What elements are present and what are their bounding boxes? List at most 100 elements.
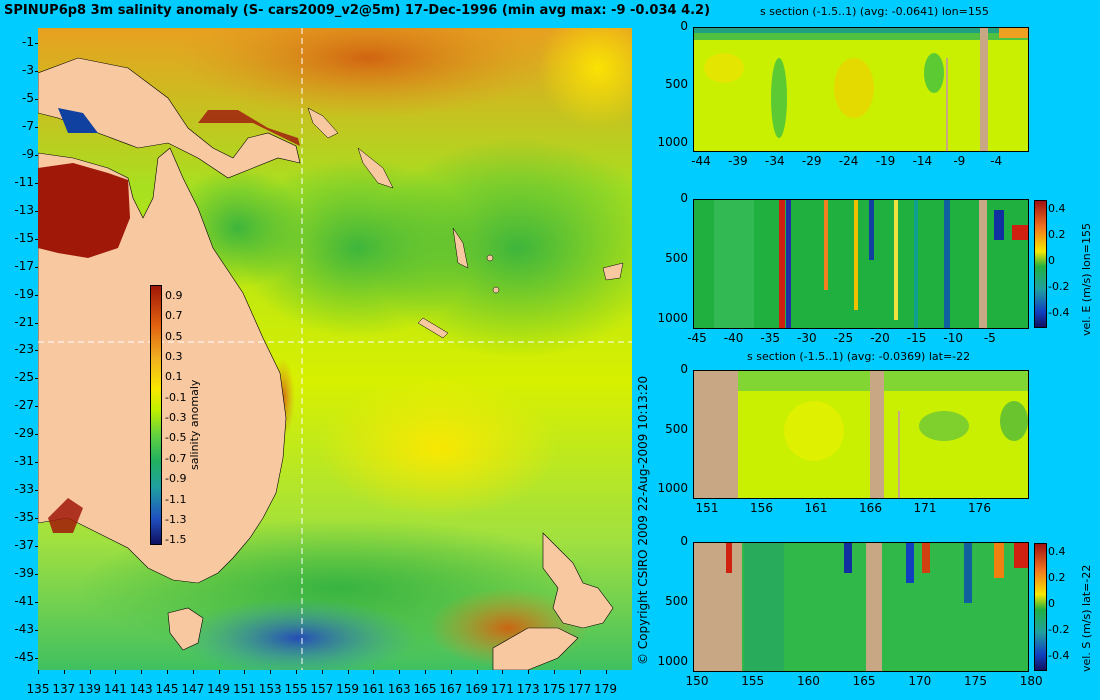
lat-tick-mark <box>35 546 38 548</box>
lon-tick-mark <box>347 670 349 674</box>
lon-tick-label: 173 <box>516 682 540 696</box>
map-colorbar-tick: -0.1 <box>165 390 187 404</box>
section-x-tick: -5 <box>983 331 996 345</box>
map-colorbar-tick: 0.9 <box>165 289 183 302</box>
section-y-tick: 0 <box>680 19 688 33</box>
map-colorbar-label: salinity anomaly <box>188 379 201 470</box>
section-x-tick: -9 <box>953 154 966 168</box>
section-x-tick: -15 <box>906 331 927 345</box>
lat-tick-label: -31 <box>14 454 34 469</box>
lon-tick-label: 157 <box>310 682 334 696</box>
lat-tick-label: -25 <box>14 370 34 385</box>
map-colorbar-tick: 0.3 <box>165 350 183 364</box>
lon-tick-label: 145 <box>155 682 179 696</box>
lat-tick-label: -23 <box>14 342 34 357</box>
map-colorbar-tick: -1.1 <box>165 492 187 506</box>
lat-tick-mark <box>35 490 38 492</box>
section-colorbar-tick: -0.2 <box>1048 623 1070 636</box>
lat-tick-mark <box>35 350 38 352</box>
lon-tick-label: 139 <box>78 682 102 696</box>
lat-tick-label: -33 <box>14 482 34 497</box>
lat-tick-mark <box>35 518 38 520</box>
lat-tick-mark <box>35 43 38 44</box>
section-y-tick: 500 <box>665 421 688 436</box>
section-y-tick: 1000 <box>657 311 688 326</box>
section-x-tick: 150 <box>685 674 709 688</box>
lon-tick-label: 151 <box>232 682 256 696</box>
lat-tick-label: -3 <box>22 62 34 77</box>
lon-tick-label: 179 <box>594 682 618 696</box>
section-x-tick: -24 <box>838 154 859 168</box>
section-x-tick: -19 <box>875 154 896 168</box>
lon-tick-mark <box>373 670 375 674</box>
section-colorbar-tick: 0.4 <box>1048 202 1066 215</box>
section-y-tick: 1000 <box>657 654 688 669</box>
map-title: SPINUP6p8 3m salinity anomaly (S- cars20… <box>4 3 711 18</box>
salinity-map <box>38 28 632 670</box>
section-4-colorbar <box>1034 543 1047 671</box>
section-x-tick: -45 <box>687 331 707 345</box>
map-colorbar-tick: 0.7 <box>165 309 183 323</box>
section-x-tick: -4 <box>990 154 1003 168</box>
lon-tick-mark <box>115 670 117 674</box>
section-x-tick: 176 <box>968 501 991 515</box>
section-colorbar-tick: 0.4 <box>1048 545 1066 558</box>
section-colorbar-tick: -0.4 <box>1048 649 1070 662</box>
lon-tick-mark <box>425 670 426 674</box>
lon-tick-mark <box>38 670 39 674</box>
section-x-tick: -20 <box>870 331 890 345</box>
lat-tick-mark <box>35 406 38 408</box>
lat-tick-mark <box>35 126 38 128</box>
section-4-colorbar-label: vel. S (m/s) lat=-22 <box>1080 564 1093 672</box>
lon-tick-mark <box>141 670 143 674</box>
lat-tick-label: -45 <box>14 649 34 664</box>
lat-tick-label: -5 <box>22 90 34 105</box>
lon-tick-label: 153 <box>258 682 282 696</box>
section-x-tick: 180 <box>1019 674 1043 688</box>
section-colorbar-tick: 0 <box>1048 597 1055 610</box>
section-1-plot <box>693 27 1029 152</box>
lon-tick-label: 161 <box>361 682 385 696</box>
lon-tick-label: 175 <box>542 682 566 696</box>
lat-tick-mark <box>35 602 38 603</box>
lon-tick-mark <box>476 670 478 674</box>
lon-tick-mark <box>244 670 246 674</box>
map-colorbar-tick: -0.9 <box>165 472 187 486</box>
lon-tick-mark <box>270 670 272 674</box>
section-2-plot <box>693 199 1029 329</box>
lat-tick-mark <box>35 462 38 464</box>
lon-tick-mark <box>450 670 452 674</box>
lon-tick-label: 171 <box>490 682 514 696</box>
section-x-tick: 151 <box>695 501 719 515</box>
lon-tick-label: 167 <box>439 682 463 696</box>
lon-tick-label: 141 <box>103 682 127 696</box>
section-y-tick: 1000 <box>657 481 688 496</box>
map-colorbar-tick: -1.5 <box>165 533 187 547</box>
lat-tick-label: -35 <box>14 510 34 525</box>
section-colorbar-tick: 0.2 <box>1048 571 1066 584</box>
section-2-colorbar-label: vel. E (m/s) lon=155 <box>1080 223 1093 336</box>
section-x-tick: -14 <box>912 154 933 168</box>
section-y-tick: 0 <box>680 191 688 205</box>
lon-tick-mark <box>167 670 168 674</box>
lon-tick-label: 159 <box>336 682 360 696</box>
copyright-text: © Copyright CSIRO 2009 22-Aug-2009 10:13… <box>636 375 650 665</box>
lon-tick-label: 149 <box>207 682 231 696</box>
section-4-canvas <box>694 543 1028 671</box>
lon-tick-label: 163 <box>387 682 411 696</box>
lon-tick-mark <box>399 670 401 674</box>
lat-tick-mark <box>35 210 38 212</box>
lon-tick-mark <box>502 670 504 674</box>
lon-tick-mark <box>192 670 194 674</box>
section-3-canvas <box>694 371 1028 498</box>
lon-tick-label: 155 <box>284 682 308 696</box>
lat-tick-label: -9 <box>22 146 34 161</box>
section-1-canvas <box>694 28 1028 151</box>
lon-tick-label: 177 <box>568 682 592 696</box>
map-colorbar-tick: 0.5 <box>165 329 183 343</box>
lon-tick-label: 147 <box>181 682 205 696</box>
map-colorbar-tick: -1.3 <box>165 512 187 526</box>
lat-tick-label: -7 <box>22 118 34 133</box>
lat-tick-label: -15 <box>14 230 34 245</box>
section-y-tick: 500 <box>665 251 688 266</box>
